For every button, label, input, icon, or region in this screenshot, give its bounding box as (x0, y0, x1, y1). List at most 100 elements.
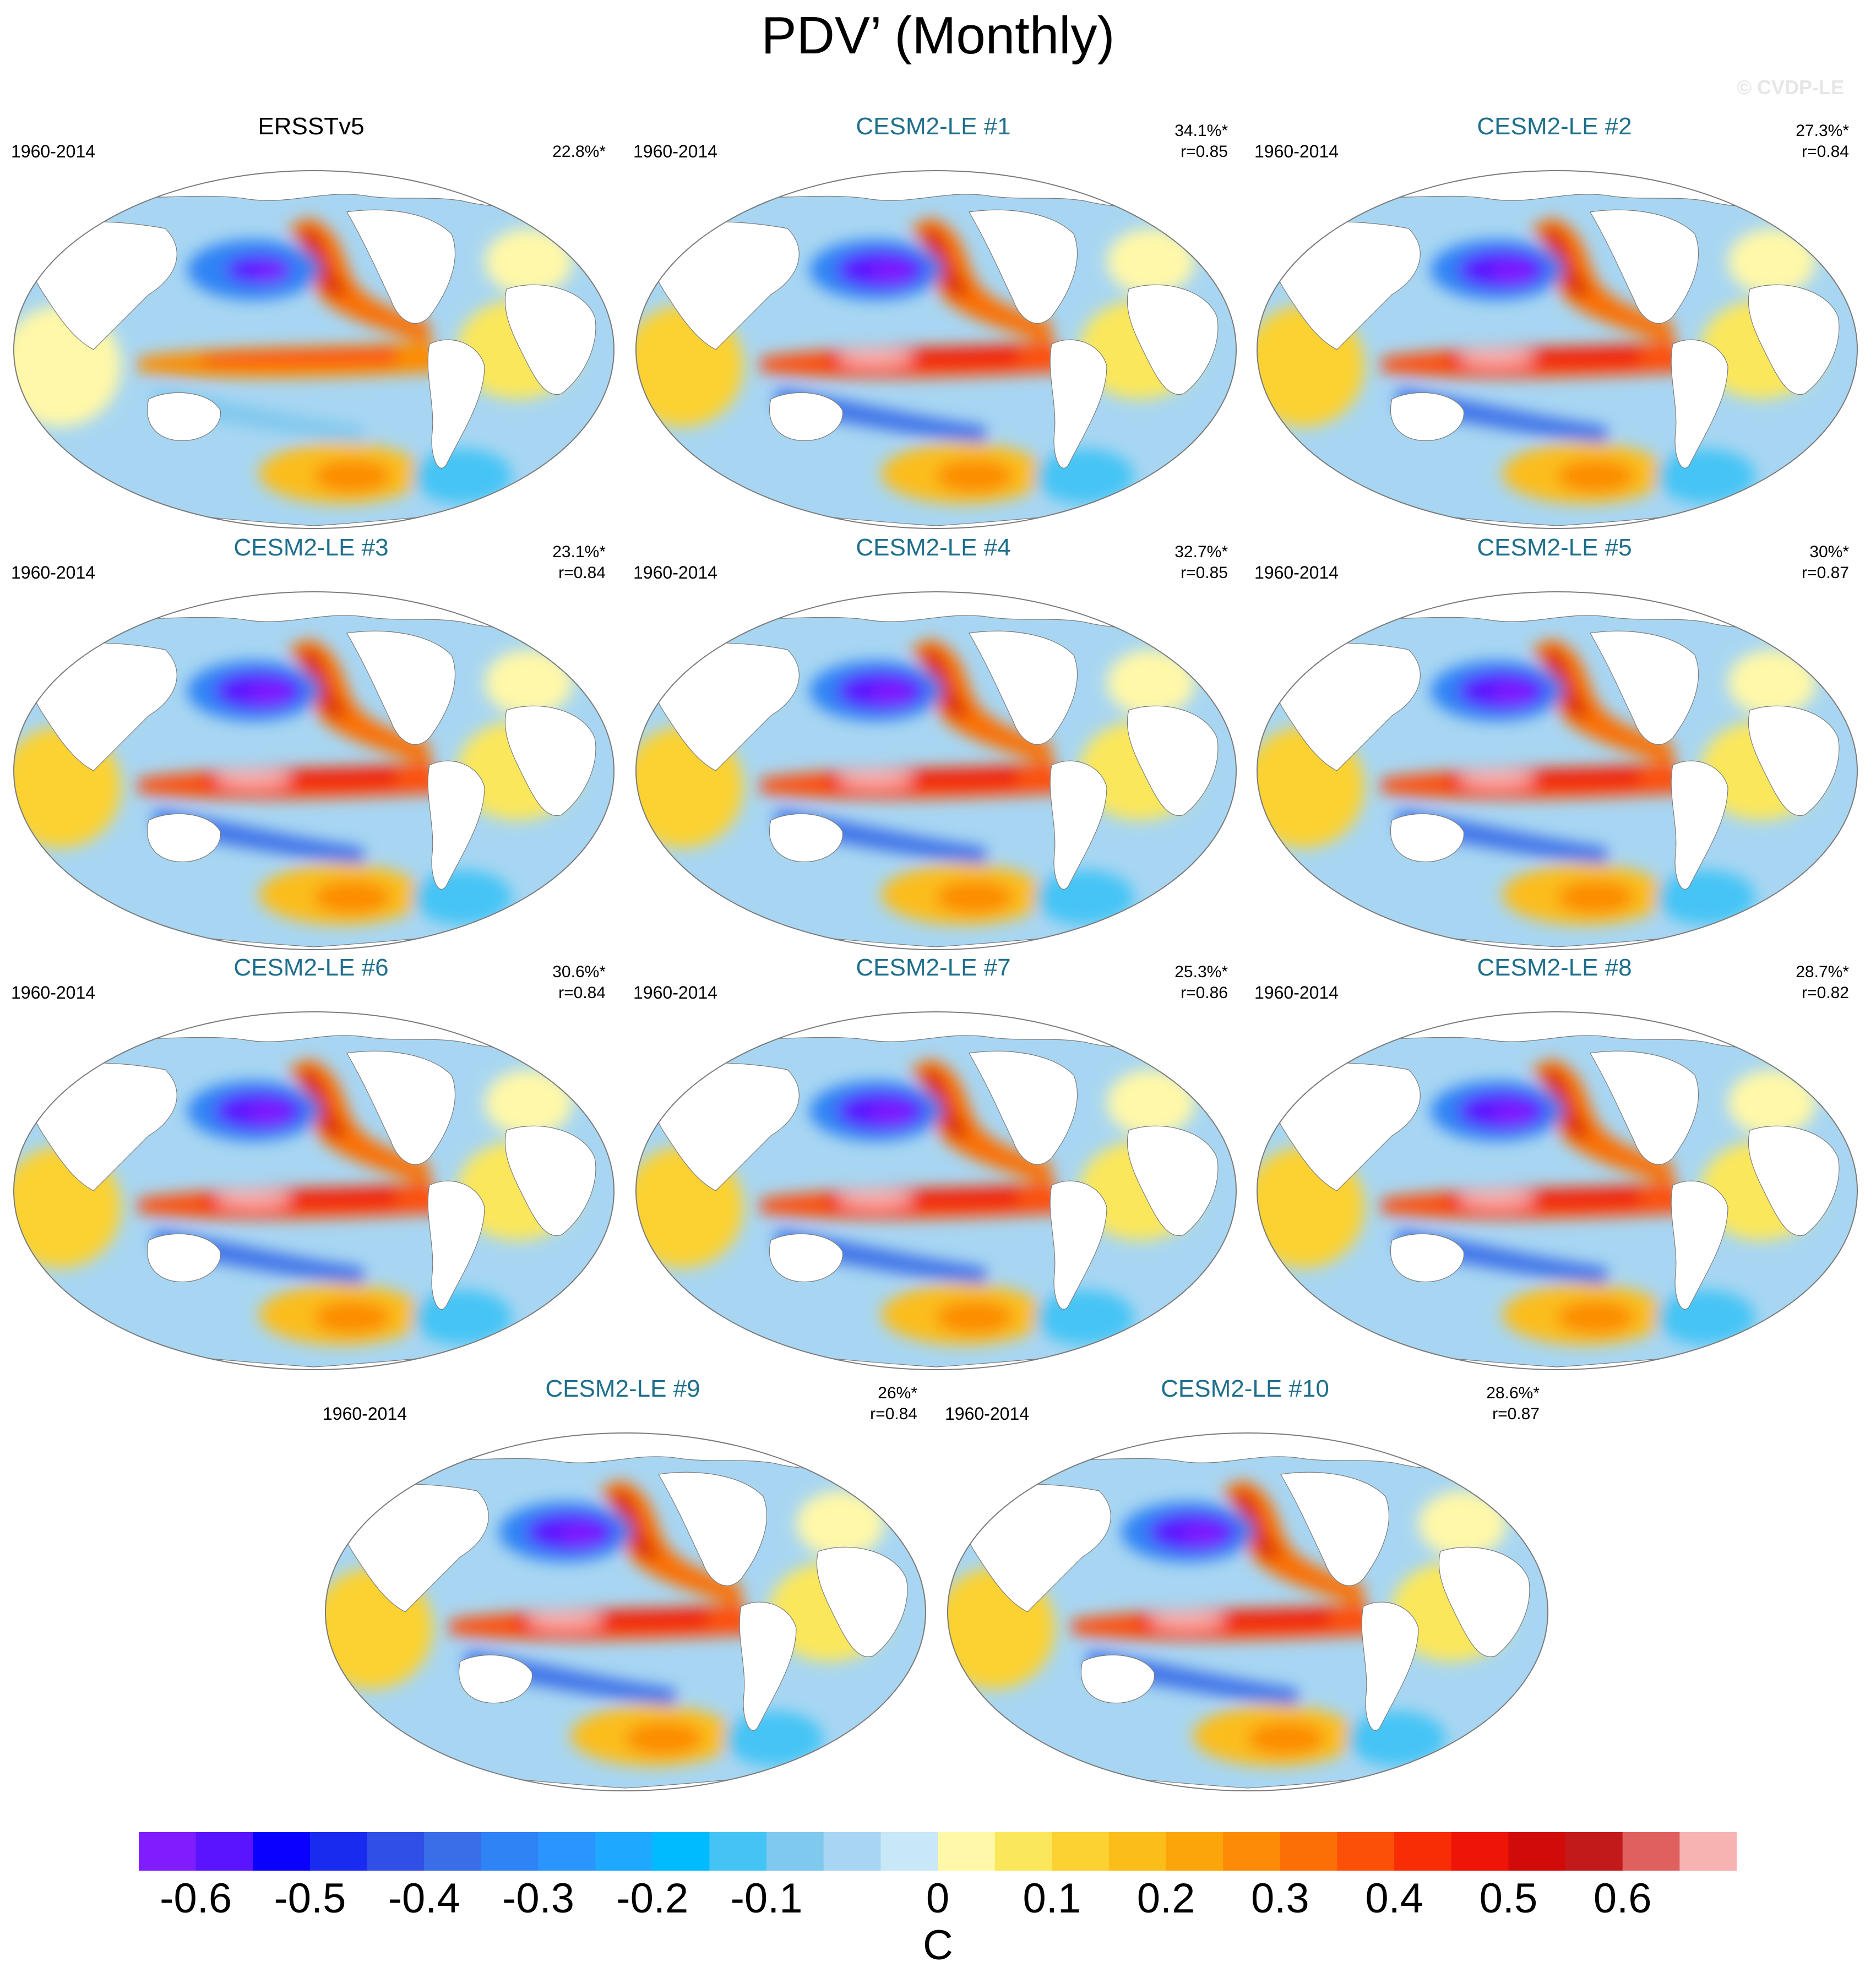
panel-title: CESM2-LE #1 (856, 113, 1011, 140)
colorbar-swatch (1166, 1832, 1224, 1871)
colorbar-swatch (1394, 1832, 1452, 1871)
sst-regression-map (635, 591, 1237, 950)
panel-title: CESM2-LE #10 (1161, 1375, 1329, 1402)
colorbar-swatch (538, 1832, 596, 1871)
colorbar-tick-label: -0.5 (274, 1875, 346, 1922)
variance-explained: 30.6%* (552, 963, 606, 981)
colorbar-swatch (1508, 1832, 1566, 1871)
map-panel: CESM2-LE #10 1960-2014 28.6%* r=0.87 (934, 1375, 1556, 1799)
pattern-correlation: r=0.84 (870, 1405, 917, 1423)
colorbar-swatch (1337, 1832, 1395, 1871)
variance-explained: 22.8%* (552, 143, 606, 161)
panel-years: 1960-2014 (633, 983, 718, 1002)
colorbar-unit: C (923, 1922, 953, 1969)
colorbar-swatch (823, 1832, 881, 1871)
panel-stats: 22.8%* (552, 141, 606, 162)
panel-stats: 28.7%* r=0.82 (1796, 962, 1849, 1004)
panel-stats: 30%* r=0.87 (1802, 542, 1849, 584)
colorbar-tick-label: 0.6 (1593, 1875, 1652, 1922)
variance-explained: 27.3%* (1796, 122, 1849, 140)
colorbar-swatch (880, 1832, 938, 1871)
panel-title: CESM2-LE #2 (1477, 113, 1632, 140)
colorbar-swatch (709, 1832, 767, 1871)
colorbar-swatch (766, 1832, 824, 1871)
variance-explained: 32.7%* (1174, 543, 1228, 561)
panel-years: 1960-2014 (1254, 563, 1339, 582)
colorbar-swatch (1451, 1832, 1509, 1871)
pattern-correlation: r=0.85 (1181, 143, 1228, 161)
panel-stats: 30.6%* r=0.84 (552, 962, 606, 1004)
panel-title: CESM2-LE #5 (1477, 534, 1632, 561)
panel-years: 1960-2014 (633, 141, 718, 161)
variance-explained: 25.3%* (1174, 963, 1228, 981)
colorbar-swatch (424, 1832, 482, 1871)
colorbar-swatch (309, 1832, 368, 1871)
map-panel: CESM2-LE #7 1960-2014 25.3%* r=0.86 (622, 954, 1244, 1378)
variance-explained: 34.1%* (1174, 122, 1228, 140)
pattern-correlation: r=0.84 (558, 984, 606, 1002)
colorbar (139, 1832, 1737, 1871)
colorbar-swatch (1108, 1832, 1167, 1871)
colorbar-swatch (652, 1832, 710, 1871)
variance-explained: 28.7%* (1796, 963, 1849, 981)
panel-stats: 27.3%* r=0.84 (1796, 121, 1849, 162)
map-panel: CESM2-LE #6 1960-2014 30.6%* r=0.84 (0, 954, 622, 1378)
colorbar-swatch (994, 1832, 1052, 1871)
sst-regression-map (1257, 591, 1858, 950)
colorbar-swatch (1280, 1832, 1337, 1871)
panel-title: CESM2-LE #6 (233, 954, 389, 981)
sst-regression-map (1257, 170, 1858, 529)
sst-regression-map (1257, 1011, 1858, 1370)
panel-years: 1960-2014 (11, 141, 96, 161)
panel-years: 1960-2014 (945, 1404, 1030, 1424)
colorbar-tick-label: -0.3 (502, 1875, 574, 1922)
colorbar-swatch (367, 1832, 425, 1871)
variance-explained: 26%* (878, 1384, 917, 1402)
panel-years: 1960-2014 (11, 563, 96, 582)
colorbar-tick-label: 0 (926, 1875, 950, 1922)
map-panel: CESM2-LE #3 1960-2014 23.1%* r=0.84 (0, 534, 622, 958)
sst-regression-map (13, 591, 615, 950)
colorbar-swatch (1565, 1832, 1623, 1871)
sst-regression-map (947, 1432, 1548, 1791)
colorbar-swatch (1679, 1832, 1737, 1871)
panel-stats: 34.1%* r=0.85 (1174, 121, 1228, 162)
colorbar-swatch (938, 1832, 996, 1871)
panel-years: 1960-2014 (11, 983, 96, 1002)
colorbar-tick-label: 0.1 (1023, 1875, 1081, 1922)
colorbar-swatch (481, 1832, 539, 1871)
colorbar-tick-label: -0.4 (388, 1875, 460, 1922)
panel-stats: 26%* r=0.84 (870, 1383, 917, 1425)
variance-explained: 23.1%* (552, 543, 606, 561)
pattern-correlation: r=0.87 (1802, 564, 1849, 582)
sst-regression-map (325, 1432, 926, 1791)
colorbar-tick-label: -0.1 (730, 1875, 803, 1922)
panel-stats: 23.1%* r=0.84 (552, 542, 606, 584)
panel-years: 1960-2014 (633, 563, 718, 582)
variance-explained: 28.6%* (1486, 1384, 1540, 1402)
sst-regression-map (13, 170, 615, 529)
panel-title: CESM2-LE #9 (545, 1375, 700, 1402)
panel-title: CESM2-LE #4 (856, 534, 1011, 561)
colorbar-swatch (1622, 1832, 1680, 1871)
pattern-correlation: r=0.82 (1802, 984, 1849, 1002)
colorbar-swatch (1052, 1832, 1110, 1871)
panel-stats: 25.3%* r=0.86 (1174, 962, 1228, 1004)
panel-title: ERSSTv5 (258, 113, 365, 140)
colorbar-tick-label: 0.4 (1365, 1875, 1423, 1922)
map-panel: CESM2-LE #2 1960-2014 27.3%* r=0.84 (1243, 113, 1866, 537)
colorbar-swatch (595, 1832, 653, 1871)
pattern-correlation: r=0.84 (558, 564, 606, 582)
panel-stats: 28.6%* r=0.87 (1486, 1383, 1540, 1425)
colorbar-swatch (1223, 1832, 1281, 1871)
pattern-correlation: r=0.84 (1802, 143, 1849, 161)
panel-years: 1960-2014 (323, 1404, 407, 1424)
colorbar-tick-label: -0.6 (160, 1875, 232, 1922)
sst-regression-map (635, 170, 1237, 529)
map-panel: CESM2-LE #8 1960-2014 28.7%* r=0.82 (1243, 954, 1866, 1378)
panel-years: 1960-2014 (1254, 141, 1339, 161)
pattern-correlation: r=0.85 (1181, 564, 1228, 582)
map-panel: CESM2-LE #9 1960-2014 26%* r=0.84 (312, 1375, 934, 1799)
colorbar-tick-label: -0.2 (616, 1875, 689, 1922)
map-panel: CESM2-LE #5 1960-2014 30%* r=0.87 (1243, 534, 1866, 958)
